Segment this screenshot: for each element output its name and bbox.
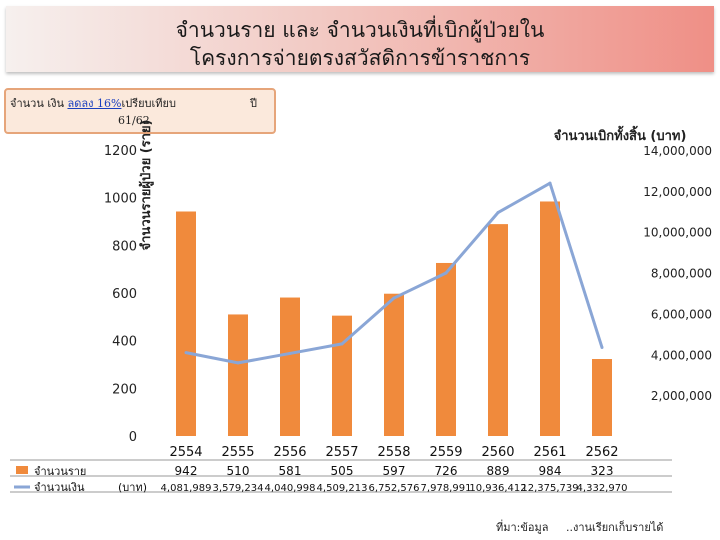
y-right-tick-label: 2,000,000 [651, 389, 712, 403]
line-point [340, 342, 344, 346]
line-point [548, 181, 552, 185]
table-cell-amount: 3,579,234 [213, 483, 264, 494]
y-right-tick-label: 8,000,000 [651, 267, 712, 281]
y-right-axis-title: จำนวนเบิกทั้งสิ้น (บาท) [554, 125, 687, 144]
x-category-label: 2557 [325, 445, 358, 460]
bar [280, 297, 300, 436]
table-cell-amount: 4,081,989 [161, 483, 212, 494]
x-category-label: 2560 [481, 445, 514, 460]
bar [384, 293, 404, 436]
table-cell-amount: 4,332,970 [577, 483, 628, 494]
table-cell-amount: 6,752,576 [369, 483, 420, 494]
title-banner: จำนวนราย และ จำนวนเงินที่เบิกผู้ป่วยใน โ… [6, 6, 714, 72]
table-cell-cases: 942 [175, 464, 198, 478]
y-left-tick-label: 800 [112, 239, 137, 254]
note-prefix: จำนวน เงิน [10, 97, 68, 110]
note-year: 61/62 [118, 114, 150, 127]
x-category-label: 2556 [273, 445, 306, 460]
legend-unit-line: (บาท) [118, 481, 147, 494]
note-tail: ปี [250, 97, 257, 110]
table-cell-amount: 12,375,739 [521, 483, 578, 494]
y-left-tick-label: 0 [129, 430, 137, 445]
note-text: จำนวน เงิน ลดลง 16%เปรียบเทียบ [10, 94, 176, 112]
table-cell-cases: 510 [227, 464, 250, 478]
y-right-tick-label: 14,000,000 [643, 144, 712, 158]
title-line-2: โครงการจ่ายตรงสวัสดิการข้าราชการ [189, 46, 531, 70]
table-cell-amount: 10,936,412 [469, 483, 526, 494]
table-cell-amount: 4,040,998 [265, 483, 316, 494]
bar [228, 314, 248, 436]
table-cell-cases: 323 [591, 464, 614, 478]
y-right-tick-label: 4,000,000 [651, 348, 712, 362]
x-category-label: 2558 [377, 445, 410, 460]
line-point [288, 351, 292, 355]
bar [488, 224, 508, 436]
line-point [600, 345, 604, 349]
x-category-label: 2555 [221, 445, 254, 460]
line-point [444, 271, 448, 275]
bar [540, 201, 560, 436]
y-left-tick-label: 200 [112, 382, 137, 397]
line-point [236, 361, 240, 365]
line-point [184, 351, 188, 355]
note-box: จำนวน เงิน ลดลง 16%เปรียบเทียบ ปี 61/62 [4, 88, 276, 134]
bar [176, 211, 196, 436]
y-left-tick-label: 1200 [104, 144, 137, 159]
table-cell-amount: 7,978,991 [421, 483, 472, 494]
y-left-tick-label: 400 [112, 335, 137, 350]
table-cell-cases: 505 [331, 464, 354, 478]
legend-label-line: จำนวนเงิน [34, 481, 85, 494]
bar [436, 262, 456, 436]
legend-label-bars: จำนวนราย [34, 465, 86, 478]
y-left-tick-label: 600 [112, 287, 137, 302]
y-right-tick-label: 6,000,000 [651, 307, 712, 321]
y-right-tick-label: 10,000,000 [643, 226, 712, 240]
table-cell-cases: 984 [539, 464, 562, 478]
x-category-label: 2559 [429, 445, 462, 460]
table-cell-cases: 889 [487, 464, 510, 478]
title-line-1: จำนวนราย และ จำนวนเงินที่เบิกผู้ป่วยใน [175, 18, 545, 42]
x-category-label: 2561 [533, 445, 566, 460]
table-cell-cases: 581 [279, 464, 302, 478]
y-right-tick-label: 12,000,000 [643, 185, 712, 199]
table-cell-cases: 597 [383, 464, 406, 478]
y-left-axis-title: จำนวนรายผู้ป่วย (ราย) [138, 120, 154, 251]
bar [592, 359, 612, 436]
x-category-label: 2562 [585, 445, 618, 460]
x-category-label: 2554 [169, 445, 202, 460]
table-cell-amount: 4,509,213 [317, 483, 368, 494]
footer-source: ที่มา:ข้อมูล [496, 521, 549, 534]
table-cell-cases: 726 [435, 464, 458, 478]
note-suffix: เปรียบเทียบ [121, 97, 176, 110]
note-highlight: ลดลง 16% [67, 97, 122, 110]
legend-swatch-bars [16, 466, 28, 474]
footer-dept: ..งานเรียกเก็บรายได้ [566, 521, 664, 534]
line-point [496, 211, 500, 215]
y-left-tick-label: 1000 [104, 192, 137, 207]
line-point [392, 296, 396, 300]
bar [332, 315, 352, 436]
